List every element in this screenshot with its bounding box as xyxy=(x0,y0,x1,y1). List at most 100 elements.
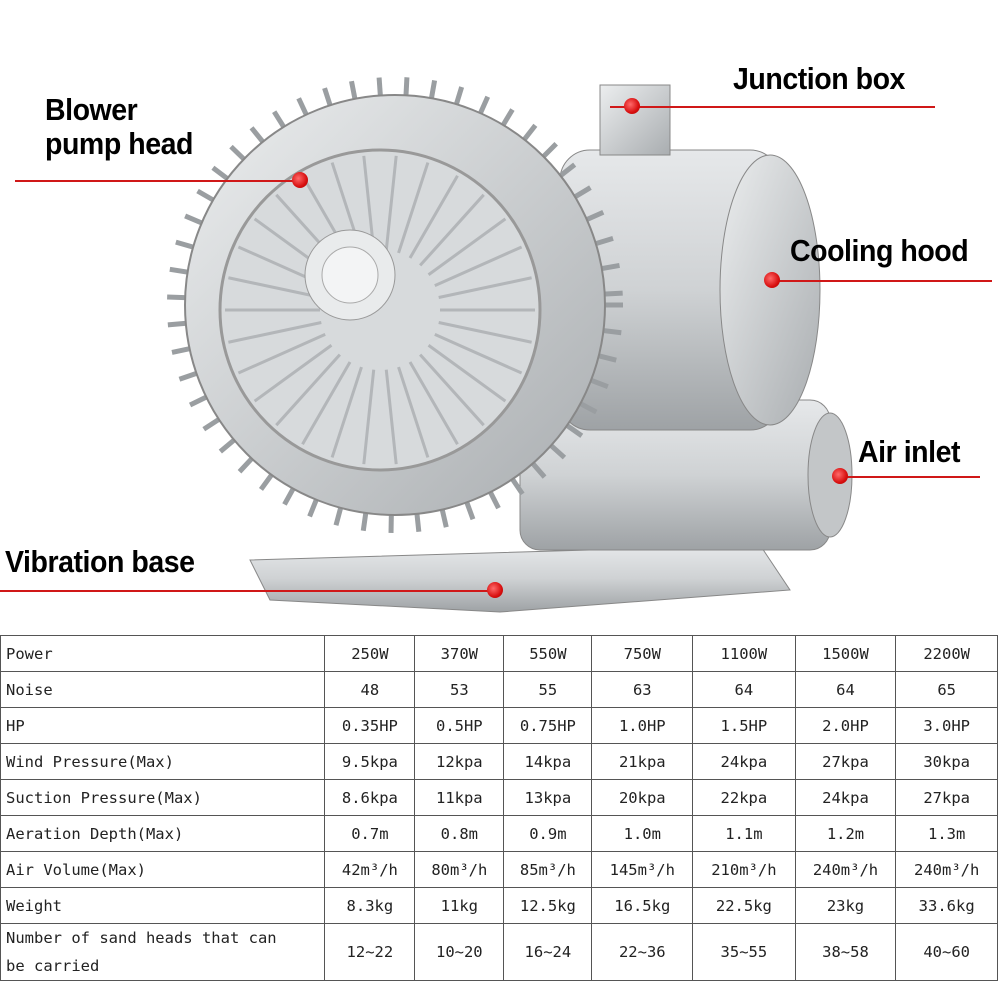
table-cell: 42m³/h xyxy=(324,851,416,888)
vibration-base-shape xyxy=(249,544,791,613)
table-cell: 3.0HP xyxy=(895,707,998,744)
rib xyxy=(253,344,333,403)
rib xyxy=(419,193,485,267)
table-cell: 27kpa xyxy=(895,779,998,816)
rib xyxy=(427,217,507,276)
pointer-dot-air-inlet xyxy=(832,468,848,484)
table-cell: 38~58 xyxy=(794,923,897,981)
table-cell: 1.2m xyxy=(794,815,897,852)
table-cell: 85m³/h xyxy=(503,851,593,888)
rib xyxy=(408,175,459,259)
rib xyxy=(301,361,352,445)
pointer-line-pump-head xyxy=(15,180,305,182)
row-label: HP xyxy=(0,707,326,744)
rib xyxy=(362,155,376,251)
table-cell: 24kpa xyxy=(692,743,796,780)
table-cell: 8.6kpa xyxy=(324,779,416,816)
table-cell: 12.5kg xyxy=(503,887,593,924)
pointer-line-vibration-base xyxy=(0,590,495,592)
table-cell: 33.6kg xyxy=(895,887,998,924)
table-cell: 1.0HP xyxy=(591,707,694,744)
table-cell: 240m³/h xyxy=(794,851,897,888)
table-cell: 8.3kg xyxy=(324,887,416,924)
table-cell: 22kpa xyxy=(692,779,796,816)
rib xyxy=(397,162,430,254)
table-row: Wind Pressure(Max) 9.5kpa 12kpa 14kpa 21kpa 2… xyxy=(0,743,998,780)
table-cell: 48 xyxy=(324,671,416,708)
spec-table: Power 250W 370W 550W 750W 1100W 1500W 2200W Nois… xyxy=(0,635,998,981)
rib xyxy=(438,321,532,344)
table-cell: 40~60 xyxy=(895,923,998,981)
table-row: HP 0.35HP 0.5HP 0.75HP 1.0HP 1.5HP 2.0HP 3.0HP xyxy=(0,707,998,744)
table-cell: 65 xyxy=(895,671,998,708)
table-cell: 1500W xyxy=(794,635,897,672)
table-cell: 0.5HP xyxy=(414,707,505,744)
table-cell: 80m³/h xyxy=(414,851,505,888)
table-cell: 9.5kpa xyxy=(324,743,416,780)
table-cell: 1.1m xyxy=(692,815,796,852)
table-cell: 1.3m xyxy=(895,815,998,852)
rib xyxy=(228,321,322,344)
row-label: Suction Pressure(Max) xyxy=(0,779,326,816)
table-cell: 23kg xyxy=(794,887,897,924)
rib xyxy=(237,333,326,375)
label-junction-box: Junction box xyxy=(733,61,905,96)
rib xyxy=(438,276,532,299)
row-label: Weight xyxy=(0,887,326,924)
rib xyxy=(228,276,322,299)
pointer-line-junction-box xyxy=(610,106,935,108)
pointer-dot-pump-head xyxy=(292,172,308,188)
rib xyxy=(330,366,363,458)
table-cell: 16~24 xyxy=(503,923,593,981)
pointer-line-air-inlet xyxy=(838,476,980,478)
table-row: Suction Pressure(Max) 8.6kpa 11kpa 13kpa 20k… xyxy=(0,779,998,816)
table-cell: 550W xyxy=(503,635,593,672)
table-cell: 64 xyxy=(794,671,897,708)
table-row: Number of sand heads that can be carried… xyxy=(0,923,998,981)
table-cell: 210m³/h xyxy=(692,851,796,888)
pointer-dot-cooling-hood xyxy=(764,272,780,288)
table-cell: 24kpa xyxy=(794,779,897,816)
table-row: Power 250W 370W 550W 750W 1100W 1500W 2200W xyxy=(0,635,998,672)
table-cell: 0.7m xyxy=(324,815,416,852)
rib xyxy=(384,155,398,251)
label-line-2: pump head xyxy=(45,126,193,161)
rib xyxy=(408,361,459,445)
rib xyxy=(275,353,341,427)
table-cell: 21kpa xyxy=(591,743,694,780)
table-row: Weight 8.3kg 11kg 12.5kg 16.5kg 22.5kg 23kg 33.… xyxy=(0,887,998,924)
cooling-hood-shape xyxy=(719,154,821,426)
table-row: Air Volume(Max) 42m³/h 80m³/h 85m³/h 145m³/h… xyxy=(0,851,998,888)
table-cell: 55 xyxy=(503,671,593,708)
label-vibration-base: Vibration base xyxy=(5,544,195,579)
table-cell: 1100W xyxy=(692,635,796,672)
row-label: Noise xyxy=(0,671,326,708)
table-cell: 0.75HP xyxy=(503,707,593,744)
table-cell: 12~22 xyxy=(324,923,416,981)
table-cell: 64 xyxy=(692,671,796,708)
label-air-inlet: Air inlet xyxy=(858,434,961,469)
table-cell: 1.0m xyxy=(591,815,694,852)
table-cell: 16.5kg xyxy=(591,887,694,924)
table-cell: 53 xyxy=(414,671,505,708)
row-label: Aeration Depth(Max) xyxy=(0,815,326,852)
table-cell: 14kpa xyxy=(503,743,593,780)
pointer-line-cooling-hood xyxy=(770,280,992,282)
table-cell: 20kpa xyxy=(591,779,694,816)
rib xyxy=(419,353,485,427)
table-cell: 1.5HP xyxy=(692,707,796,744)
row-label: Wind Pressure(Max) xyxy=(0,743,326,780)
pointer-dot-junction-box xyxy=(624,98,640,114)
table-cell: 370W xyxy=(414,635,505,672)
rib xyxy=(397,366,430,458)
table-cell: 145m³/h xyxy=(591,851,694,888)
row-label: Number of sand heads that can be carried xyxy=(0,923,326,981)
table-cell: 240m³/h xyxy=(895,851,998,888)
table-cell: 250W xyxy=(324,635,416,672)
row-label: Air Volume(Max) xyxy=(0,851,326,888)
table-cell: 30kpa xyxy=(895,743,998,780)
rib xyxy=(427,344,507,403)
row-label: Power xyxy=(0,635,326,672)
table-cell: 11kpa xyxy=(414,779,505,816)
